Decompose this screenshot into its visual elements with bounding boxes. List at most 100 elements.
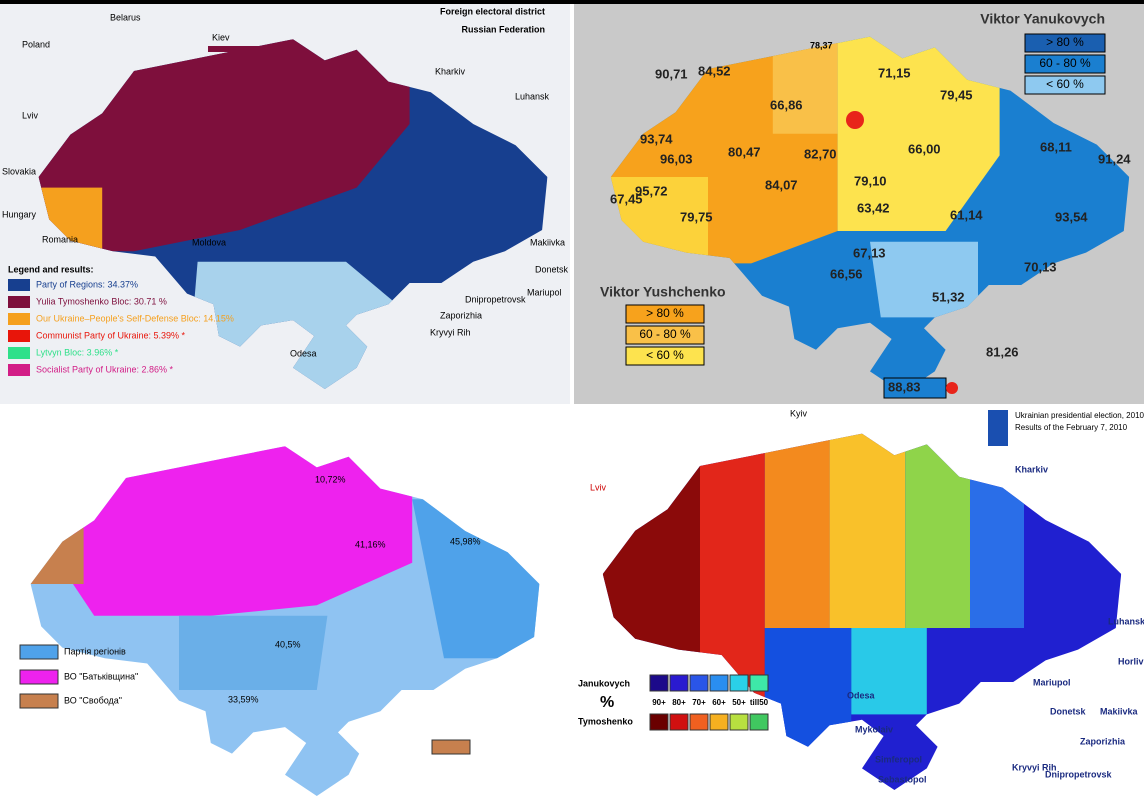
- legend-title: Viktor Yushchenko: [600, 284, 726, 300]
- region-value: 67,45: [610, 191, 643, 206]
- place-label: Dnipropetrovsk: [1045, 769, 1113, 779]
- legend-swatch: [729, 674, 749, 692]
- legend-step: 80+: [672, 698, 686, 707]
- legend-swatch: [19, 644, 59, 660]
- place-label: Kryvyi Rih: [430, 327, 471, 337]
- place-label: Makiivka: [1100, 706, 1139, 716]
- legend-label: < 60 %: [1046, 77, 1084, 91]
- place-label: Donetsk: [1050, 706, 1087, 716]
- legend-row-label: Tymoshenko: [578, 716, 633, 726]
- region-value: 96,03: [660, 151, 693, 166]
- legend-swatches: 90+ 80+ 70+ 60+ 50+ till50: [649, 674, 769, 731]
- region-value: 82,70: [804, 146, 837, 161]
- place-label: Dnipropetrovsk: [465, 294, 526, 304]
- legend-swatch: [649, 713, 669, 731]
- legend-label: Russian Federation: [461, 24, 545, 34]
- place-label: Moldova: [192, 237, 226, 247]
- place-label: Kryvyi Rih: [1012, 762, 1057, 772]
- legend-swatch: [1024, 75, 1106, 95]
- region-value: 93,54: [1055, 209, 1088, 224]
- region-value: 68,11: [1040, 139, 1072, 154]
- legend-swatch: [8, 347, 30, 359]
- place-label: Luhansk: [1108, 616, 1144, 626]
- legend-swatch: [669, 713, 689, 731]
- place-label: Sebastopol: [878, 774, 927, 784]
- place-label: Makiivka: [530, 237, 565, 247]
- place-label: Kharkiv: [435, 66, 466, 76]
- legend-label: Our Ukraine–People's Self-Defense Bloc: …: [36, 313, 234, 323]
- legend-swatch: [8, 364, 30, 376]
- coat-of-arms: [988, 410, 1008, 446]
- legend-row-label: Janukovych: [578, 678, 630, 688]
- legend-swatch: [749, 713, 769, 731]
- legend-swatch: [625, 304, 705, 324]
- legend-label: Lytvyn Bloc: 3.96% *: [36, 347, 119, 357]
- place-label: Simferopol: [875, 754, 922, 764]
- legend-swatch: [689, 674, 709, 692]
- region-value: 41,16%: [355, 539, 386, 549]
- region-value: 95,72: [635, 183, 668, 198]
- map-title: Ukrainian presidential election, 2010: [1015, 411, 1144, 420]
- legend-swatch: [1024, 54, 1106, 74]
- place-label: Slovakia: [2, 166, 36, 176]
- legend-title: Legend and results:: [8, 264, 94, 274]
- region-value: 93,74: [640, 131, 673, 146]
- region-value: 10,72%: [315, 474, 346, 484]
- city-marker: [946, 382, 958, 394]
- place-label: Lviv: [22, 110, 39, 120]
- legend-swatch: [8, 296, 30, 308]
- place-label: Romania: [42, 234, 78, 244]
- panel-parliament-2012: 10,72% 41,16% 45,98% 40,5% 33,59% Партія…: [0, 406, 570, 800]
- capital-marker: [846, 111, 864, 129]
- legend-swatch: [431, 739, 471, 755]
- legend-label: ВО "Свобода": [64, 695, 122, 705]
- legend-swatch: [1024, 33, 1106, 53]
- region-value: 66,56: [830, 266, 863, 281]
- place-label: Zaporizhia: [1080, 736, 1126, 746]
- region-value: 81,26: [986, 344, 1019, 359]
- place-label: Odesa: [290, 348, 317, 358]
- region-value: 78,37: [810, 40, 833, 50]
- panel-parliament-2007: Belarus Poland Kiev Foreign electoral di…: [0, 4, 570, 404]
- region-value: 71,15: [878, 65, 911, 80]
- legend-swatch: [8, 313, 30, 325]
- place-label: Zaporizhia: [440, 310, 482, 320]
- panel-presidential-2004: 78,37 Viktor Yanukovych > 80 % 60 - 80 %…: [574, 4, 1144, 404]
- map-subtitle: Results of the February 7, 2010: [1015, 423, 1128, 432]
- top-border: [0, 0, 1144, 4]
- legend-swatch: [8, 330, 30, 342]
- legend-swatch: [709, 674, 729, 692]
- region-value: 79,45: [940, 87, 973, 102]
- legend-swatch: [649, 674, 669, 692]
- place-label: Odesa: [847, 690, 876, 700]
- place-label: Mariupol: [527, 287, 562, 297]
- legend-step: 70+: [692, 698, 706, 707]
- legend-label: Yulia Tymoshenko Bloc: 30.71 %: [36, 296, 167, 306]
- legend-swatch: [19, 669, 59, 685]
- place-label: Hungary: [2, 209, 37, 219]
- legend-label: Party of Regions: 34.37%: [36, 279, 138, 289]
- legend-swatch: [19, 693, 59, 709]
- legend-step: 50+: [732, 698, 746, 707]
- legend-label: Foreign electoral district: [440, 6, 545, 16]
- region-value: 67,13: [853, 245, 886, 260]
- place-label: Lviv: [590, 482, 607, 492]
- place-label: Horlivka: [1118, 656, 1144, 666]
- place-label: Luhansk: [515, 91, 550, 101]
- legend-label: 60 - 80 %: [639, 327, 691, 341]
- place-label: Kyiv: [790, 408, 808, 418]
- place-label: Kiev: [212, 32, 230, 42]
- region-value: 33,59%: [228, 694, 259, 704]
- legend-label: 60 - 80 %: [1039, 56, 1091, 70]
- region-value: 79,10: [854, 173, 887, 188]
- region-value: 63,42: [857, 200, 890, 215]
- region-value: 80,47: [728, 144, 761, 159]
- region-value: 79,75: [680, 209, 713, 224]
- region-value: 51,32: [932, 289, 965, 304]
- legend-swatch: [729, 713, 749, 731]
- region-value: 66,00: [908, 141, 941, 156]
- place-label: Kharkiv: [1015, 464, 1048, 474]
- region-value: 84,07: [765, 177, 798, 192]
- legend-label: > 80 %: [646, 306, 684, 320]
- legend-label: ВО "Батьківщина": [64, 671, 138, 681]
